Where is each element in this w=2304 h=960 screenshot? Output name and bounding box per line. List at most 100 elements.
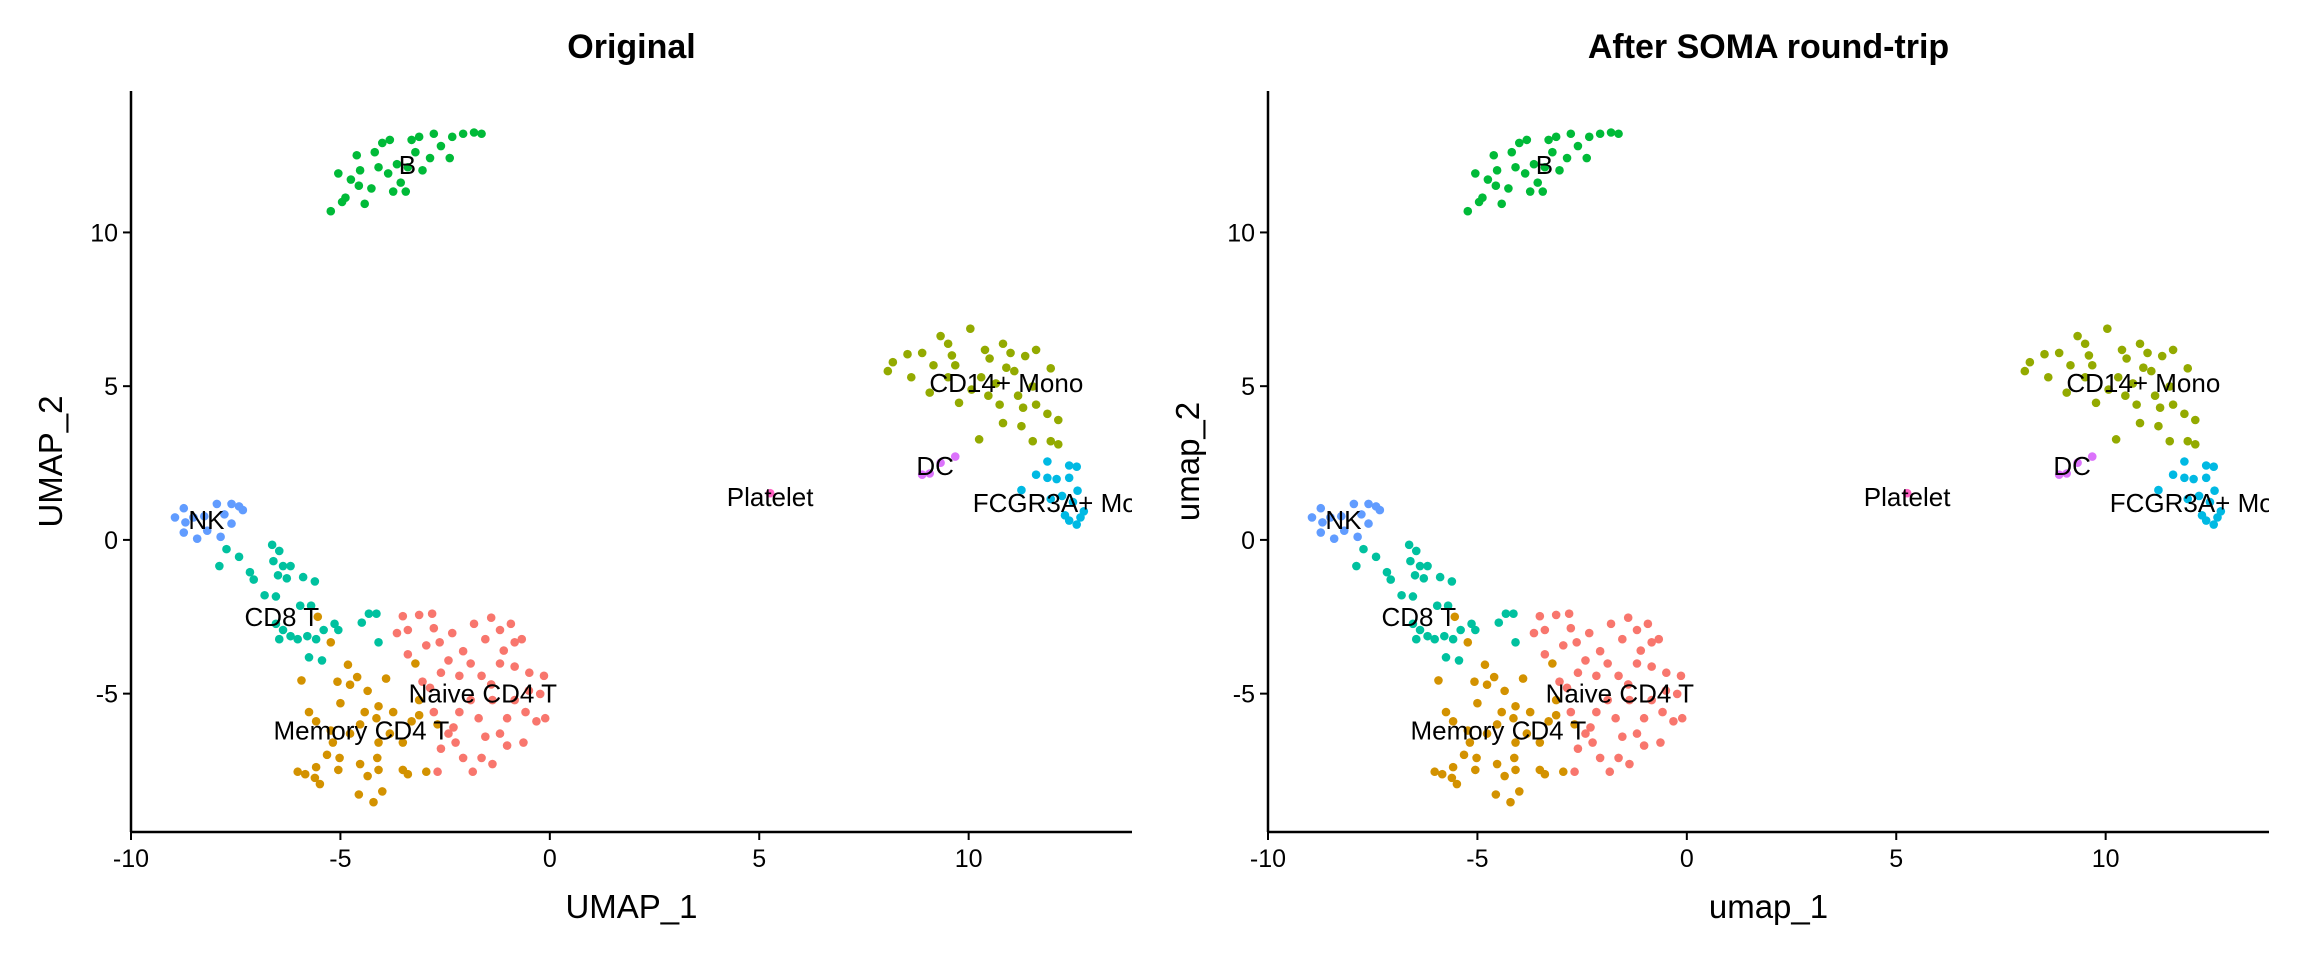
data-point xyxy=(540,713,550,723)
data-point xyxy=(1581,656,1590,665)
data-point xyxy=(1676,671,1686,681)
data-point xyxy=(2190,415,2200,425)
data-point xyxy=(1352,561,1361,571)
data-point xyxy=(1443,601,1453,611)
cluster-label: Platelet xyxy=(727,482,814,512)
x-tick-label: -10 xyxy=(1250,845,1286,873)
data-point xyxy=(433,767,442,777)
data-point xyxy=(326,206,336,216)
data-point xyxy=(1656,738,1665,747)
cluster-label: B xyxy=(1536,150,1553,180)
data-point xyxy=(486,680,496,689)
data-point xyxy=(1492,720,1502,729)
data-point xyxy=(383,169,393,178)
data-point xyxy=(2183,494,2193,504)
data-point xyxy=(2121,391,2130,401)
data-point xyxy=(2020,366,2030,376)
data-point xyxy=(903,349,912,359)
data-point xyxy=(2122,354,2131,363)
data-point xyxy=(1307,513,1317,522)
data-point xyxy=(189,513,198,522)
data-point xyxy=(468,767,478,777)
data-point xyxy=(1020,351,1030,361)
data-point xyxy=(334,169,343,178)
data-point xyxy=(2117,345,2127,355)
data-point xyxy=(2194,491,2204,501)
data-point xyxy=(212,499,222,509)
cluster-b xyxy=(1463,128,1623,216)
data-point xyxy=(1364,499,1373,509)
data-point xyxy=(2190,439,2200,449)
data-point xyxy=(1603,659,1612,668)
data-point xyxy=(2147,366,2156,376)
data-point xyxy=(917,348,927,358)
data-point xyxy=(374,738,383,747)
data-point xyxy=(1472,753,1481,763)
data-point xyxy=(2139,363,2148,373)
data-point xyxy=(2201,461,2211,470)
data-point xyxy=(488,695,497,705)
data-point xyxy=(2128,379,2138,388)
data-point xyxy=(1511,765,1520,775)
data-point xyxy=(477,129,486,139)
data-point xyxy=(1902,488,1912,498)
points-layer xyxy=(1307,128,2226,807)
data-point xyxy=(179,528,189,537)
data-point xyxy=(1441,707,1451,717)
data-point xyxy=(1538,187,1548,196)
cluster-cd14-mono xyxy=(2020,324,2200,449)
data-point xyxy=(1064,461,1074,470)
data-point xyxy=(1647,637,1656,647)
data-point xyxy=(403,769,413,779)
data-point xyxy=(458,646,468,656)
data-point xyxy=(1076,513,1085,522)
data-point xyxy=(1002,363,1011,373)
data-point xyxy=(976,372,986,382)
data-point xyxy=(1500,771,1509,781)
cluster-labels: Naive CD4 T Memory CD4 T CD14+ Mono B CD8 T F… xyxy=(188,150,1132,746)
data-point xyxy=(445,153,455,163)
data-point xyxy=(2183,436,2193,446)
data-point xyxy=(401,187,411,196)
data-point xyxy=(2066,360,2075,370)
cluster-memory-cd4-t xyxy=(1430,612,1579,807)
data-point xyxy=(1548,659,1557,668)
data-point xyxy=(2111,435,2121,444)
data-point xyxy=(310,577,320,586)
data-point xyxy=(1454,656,1464,665)
data-point xyxy=(202,526,212,535)
data-point xyxy=(1057,491,1067,501)
data-point xyxy=(985,354,994,363)
x-axis-title: UMAP_1 xyxy=(565,888,697,925)
data-point xyxy=(1415,625,1425,635)
data-point xyxy=(2062,388,2072,397)
data-point xyxy=(510,662,519,671)
data-point xyxy=(1540,769,1550,779)
data-point xyxy=(1411,546,1421,556)
data-point xyxy=(1423,631,1432,641)
data-point xyxy=(1017,421,1026,431)
data-point xyxy=(374,637,383,647)
data-point xyxy=(765,488,775,498)
data-point xyxy=(1492,759,1502,769)
data-point xyxy=(980,345,990,355)
data-point xyxy=(346,175,356,184)
data-point xyxy=(917,470,927,480)
data-point xyxy=(341,193,350,202)
data-point xyxy=(1447,773,1457,783)
data-point xyxy=(539,671,549,681)
data-point xyxy=(1623,680,1633,689)
cluster-nk xyxy=(170,499,248,543)
data-point xyxy=(330,619,339,629)
data-point xyxy=(1480,660,1490,670)
data-point xyxy=(447,628,457,638)
data-point xyxy=(1491,181,1501,191)
data-point xyxy=(357,618,367,627)
data-point xyxy=(425,683,435,693)
data-point xyxy=(1618,634,1627,644)
data-point xyxy=(1465,738,1475,747)
data-point xyxy=(1031,400,1041,409)
data-point xyxy=(455,707,464,717)
data-point xyxy=(1592,707,1601,717)
data-point xyxy=(1349,499,1359,509)
